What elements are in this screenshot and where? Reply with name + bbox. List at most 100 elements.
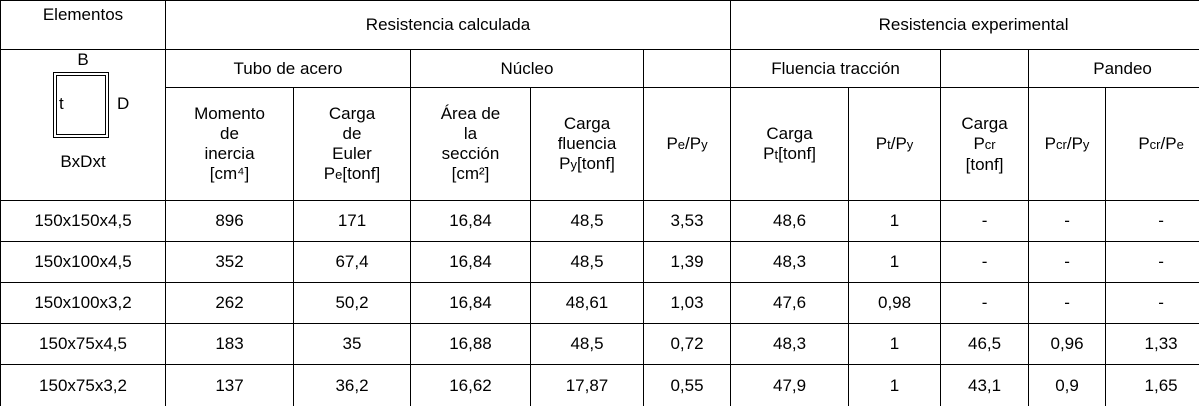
header-text: P (1044, 133, 1056, 153)
data-cell: 16,84 (410, 241, 531, 283)
data-cell: 48,3 (730, 323, 850, 365)
diagram-label: B (77, 50, 89, 70)
column-header: Momento de inercia [cm⁴] (165, 87, 294, 201)
subscript: t (887, 136, 891, 152)
header-text: /P (890, 133, 907, 153)
header-line: fluencia (532, 134, 643, 154)
subgroup-header: Pandeo (1028, 49, 1199, 88)
row-label: 150x150x4,5 (0, 200, 166, 242)
header-text: de (220, 124, 239, 143)
row-label: 150x75x3,2 (0, 364, 166, 406)
subscript: e (335, 166, 343, 182)
group-header: Resistencia calculada (164, 0, 732, 50)
header-line: Pcr (942, 134, 1028, 155)
data-cell: - (1105, 241, 1199, 283)
column-header: Carga Pt[tonf] (730, 87, 850, 201)
subscript: y (906, 136, 914, 152)
data-cell: 1 (848, 364, 942, 406)
header-line: inercia (167, 144, 293, 164)
data-cell: 0,98 (848, 282, 942, 324)
header-line: Carga (532, 113, 643, 134)
header-cell: Elementos (0, 0, 166, 50)
table-row: 150x75x3,2 137 36,2 16,62 17,87 0,55 47,9 1 43,1… (0, 364, 1199, 406)
data-cell: 352 (165, 241, 294, 283)
table-row: 150x100x3,2 262 50,2 16,84 48,61 1,03 47,6 0,98… (0, 282, 1199, 324)
data-cell: 1 (848, 323, 942, 365)
header-text: [cm⁴] (209, 164, 250, 183)
header-text: [tonf] (342, 163, 381, 183)
data-cell: - (940, 200, 1030, 242)
data-cell: 48,61 (530, 282, 644, 324)
data-cell: - (940, 241, 1030, 283)
data-cell: 17,87 (530, 364, 644, 406)
data-cell: 48,5 (530, 323, 644, 365)
subgroup-header: Núcleo (410, 49, 644, 88)
data-cell: - (1105, 282, 1199, 324)
data-cell: 48,3 (730, 241, 850, 283)
subscript: t (774, 146, 779, 162)
data-cell: 896 (165, 200, 294, 242)
data-cell: 16,62 (410, 364, 531, 406)
subscript: e (1176, 136, 1184, 152)
header-text: [tonf] (965, 154, 1004, 174)
header-line: Momento (167, 104, 293, 124)
header-text: Carga (961, 113, 1008, 133)
row-label: 150x100x3,2 (0, 282, 166, 324)
header-line: Área de (412, 104, 530, 124)
subscript: y (1082, 136, 1090, 152)
empty-cell (642, 49, 732, 88)
subscript: cr (1056, 136, 1067, 152)
data-cell: 137 (165, 364, 294, 406)
header-line: Pt[tonf] (732, 143, 848, 165)
row-label: 150x75x4,5 (0, 323, 166, 365)
header-text: P (666, 133, 678, 153)
header-text: Carga (563, 113, 611, 133)
data-cell: 1,33 (1105, 323, 1199, 365)
diagram-label: D (117, 94, 130, 113)
header-text: Euler (332, 143, 372, 163)
data-cell: 0,9 (1028, 364, 1107, 406)
data-cell: 171 (293, 200, 411, 242)
subgroup-header: Fluencia tracción (730, 49, 942, 88)
header-line: Pe/Py (645, 133, 730, 155)
header-text: la (463, 124, 478, 143)
data-cell: 48,5 (530, 241, 644, 283)
data-cell: 36,2 (293, 364, 411, 406)
table-row: Momento de inercia [cm⁴] Carga de Euler Pe[tonf… (1, 87, 1199, 201)
data-cell: 47,6 (730, 282, 850, 324)
header-line: Pe[tonf] (295, 163, 410, 185)
header-line: Pcr/Py (1030, 133, 1105, 155)
data-cell: 16,88 (410, 323, 531, 365)
header-text: [tonf] (778, 143, 816, 163)
header-line: Py[tonf] (532, 153, 643, 175)
header-text: Carga (328, 103, 376, 123)
header-line: sección (412, 144, 530, 164)
header-text: [cm²] (451, 164, 490, 183)
header-text: P (323, 163, 336, 183)
column-header: Pe/Py (642, 87, 732, 201)
subscript: cr (984, 136, 996, 152)
subscript: cr (1149, 136, 1161, 152)
header-line: Carga (942, 113, 1028, 134)
header-text: P (875, 133, 888, 153)
header-text: /P (685, 133, 702, 153)
subgroup-header: Tubo de acero (165, 49, 411, 88)
table-row: 150x100x4,5 352 67,4 16,84 48,5 1,39 48,3 1- - - (0, 241, 1199, 283)
data-cell: - (1105, 200, 1199, 242)
table-row: 150x150x4,5 896 171 16,84 48,5 3,53 48,6 1- - - (0, 200, 1199, 242)
data-cell: 48,6 (730, 200, 850, 242)
data-cell: 1,03 (642, 282, 732, 324)
data-cell: 1,39 (642, 241, 732, 283)
data-cell: 1 (848, 200, 942, 242)
header-text: Área de (440, 104, 501, 123)
column-header: Carga fluencia Py[tonf] (530, 87, 644, 201)
data-cell: 0,96 (1028, 323, 1107, 365)
header-text: P (559, 153, 571, 173)
header-text: inercia (204, 144, 255, 163)
header-line: Euler (295, 143, 410, 164)
